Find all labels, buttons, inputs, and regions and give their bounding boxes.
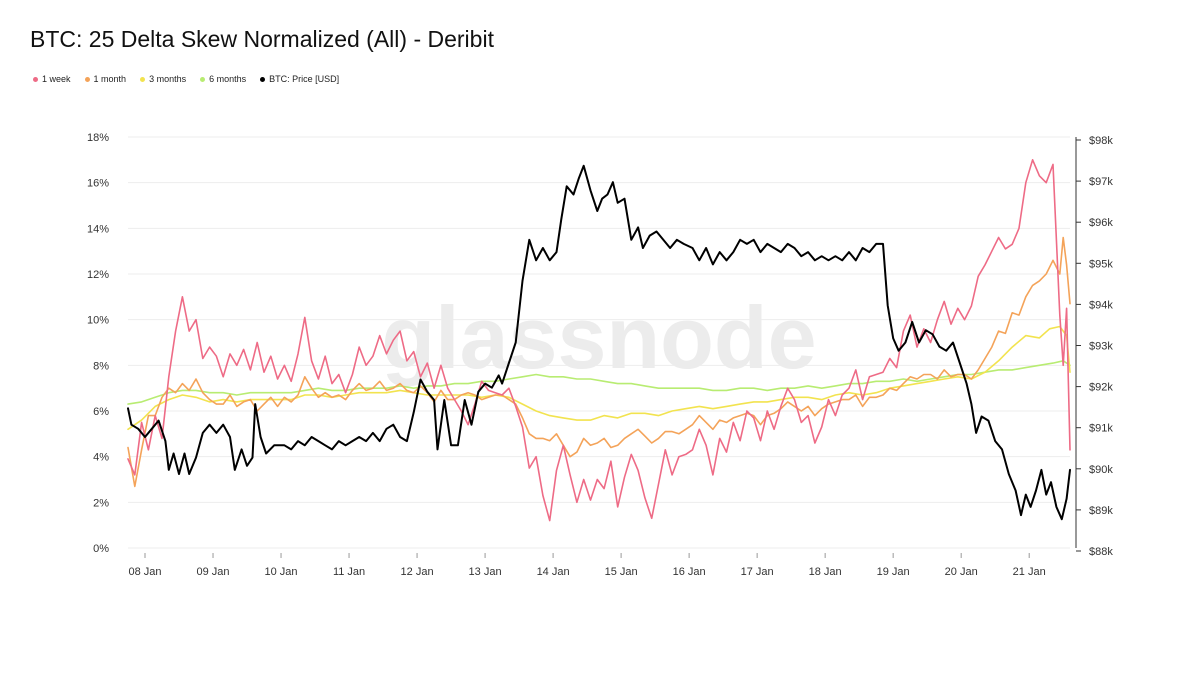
y-right-tick-label: $89k — [1089, 505, 1113, 517]
y-right-tick-label: $92k — [1089, 382, 1113, 394]
y-right-tick-label: $95k — [1089, 258, 1113, 270]
legend-swatch — [260, 76, 266, 82]
legend-item[interactable]: 3 months — [140, 74, 186, 84]
y-left-tick-label: 6% — [93, 406, 109, 418]
series-line-6-months — [127, 360, 1071, 405]
x-tick-label: 08 Jan — [128, 566, 161, 578]
y-right-tick-label: $97k — [1089, 176, 1113, 188]
x-tick-label: 17 Jan — [741, 566, 774, 578]
x-tick-label: 11 Jan — [333, 566, 365, 578]
x-tick-label: 12 Jan — [401, 566, 434, 578]
legend-item[interactable]: BTC: Price [USD] — [260, 74, 339, 84]
x-tick-label: 14 Jan — [537, 566, 570, 578]
legend-item[interactable]: 1 week — [33, 74, 71, 84]
y-left-tick-label: 14% — [87, 223, 109, 235]
legend-swatch — [140, 76, 146, 82]
x-tick-label: 20 Jan — [945, 566, 978, 578]
legend-swatch — [200, 76, 206, 82]
x-tick-label: 19 Jan — [877, 566, 910, 578]
x-tick-label: 09 Jan — [197, 566, 230, 578]
y-right-tick-label: $91k — [1089, 423, 1113, 435]
x-tick-label: 13 Jan — [469, 566, 502, 578]
y-left-tick-label: 10% — [87, 315, 109, 327]
y-right-tick-label: $90k — [1089, 464, 1113, 476]
y-left-tick-label: 2% — [93, 497, 109, 509]
y-right-tick-label: $93k — [1089, 341, 1113, 353]
y-left-tick-label: 0% — [93, 543, 109, 555]
x-tick-label: 16 Jan — [673, 566, 706, 578]
legend-label: 1 month — [93, 74, 127, 84]
legend-label: BTC: Price [USD] — [269, 74, 340, 84]
chart-title: BTC: 25 Delta Skew Normalized (All) - De… — [30, 26, 494, 52]
y-right-tick-label: $96k — [1089, 217, 1113, 229]
y-left-tick-label: 8% — [93, 360, 109, 372]
y-right-tick-label: $98k — [1089, 135, 1113, 147]
legend-label: 3 months — [149, 74, 187, 84]
legend-item[interactable]: 1 month — [84, 74, 127, 84]
x-tick-label: 15 Jan — [605, 566, 638, 578]
y-left-tick-label: 16% — [87, 178, 109, 190]
y-left-tick-label: 12% — [87, 269, 109, 281]
x-tick-label: 21 Jan — [1013, 566, 1046, 578]
y-right-tick-label: $88k — [1089, 546, 1113, 558]
legend-swatch — [84, 76, 90, 82]
series-line-btc-price-usd — [127, 164, 1071, 521]
legend: 1 week 1 month 3 months 6 months BTC: Price … — [33, 74, 339, 84]
legend-item[interactable]: 6 months — [200, 74, 246, 84]
x-tick-label: 10 Jan — [265, 566, 298, 578]
y-left-tick-label: 18% — [87, 132, 109, 144]
x-tick-label: 18 Jan — [809, 566, 842, 578]
y-left-tick-label: 4% — [93, 452, 109, 464]
watermark-text: glassnode — [381, 288, 816, 387]
legend-label: 6 months — [209, 74, 247, 84]
y-right-tick-label: $94k — [1089, 299, 1113, 311]
legend-swatch — [33, 76, 38, 82]
series-line-1-month — [127, 236, 1071, 488]
legend-label: 1 week — [42, 74, 71, 84]
series-line-1-week — [127, 159, 1071, 522]
